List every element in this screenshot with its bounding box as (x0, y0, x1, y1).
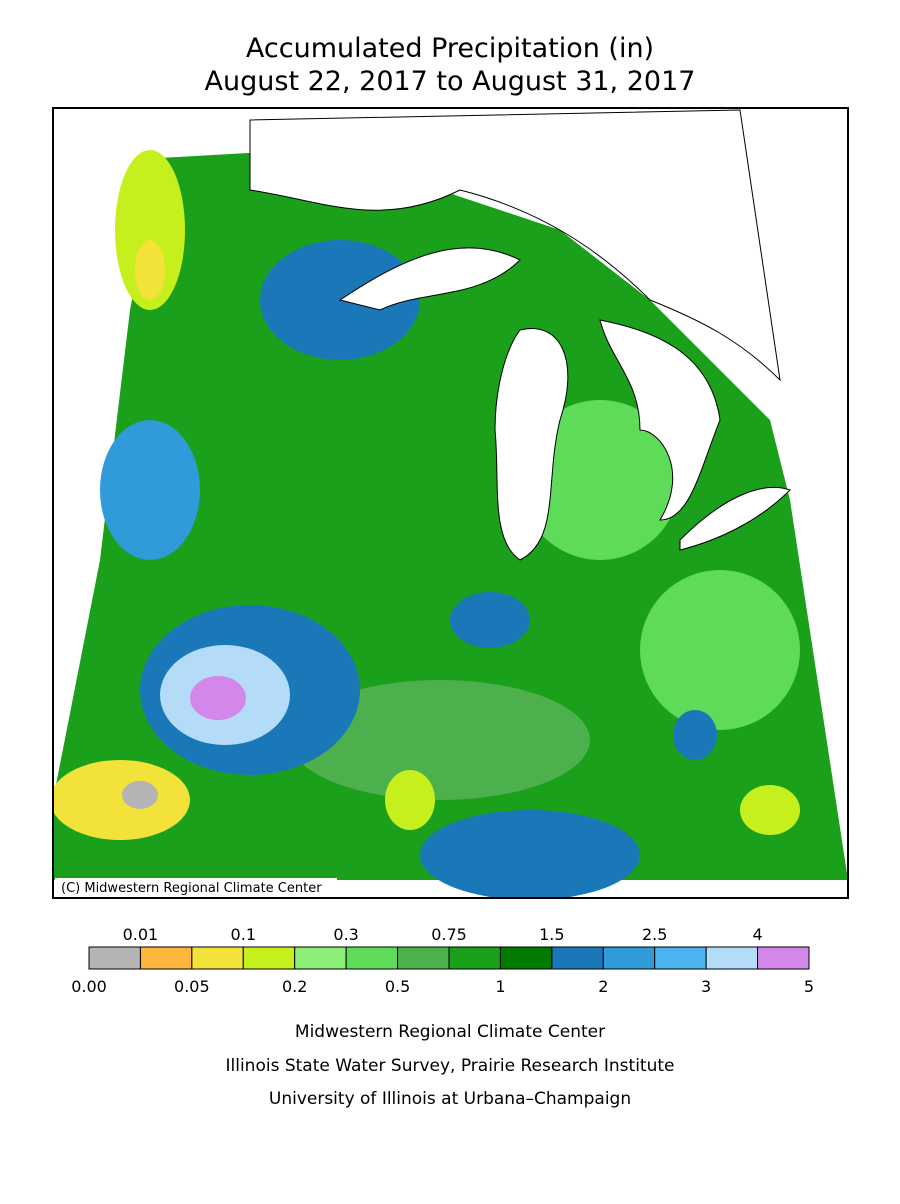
lake (679, 486, 791, 551)
field-blob (290, 680, 590, 800)
legend-label: 0.5 (385, 977, 410, 996)
field-blob (520, 400, 680, 560)
legend: 0.01 0.1 0.3 0.75 1.5 2.5 4 0.00 0.05 0.2 0.5 1 2 3 5 (71, 925, 814, 996)
legend-swatch (139, 946, 193, 970)
credit-line: Illinois State Water Survey, Prairie Res… (226, 1056, 675, 1076)
legend-label: 3 (701, 977, 711, 996)
title-line: Accumulated Precipitation (in) (246, 33, 654, 64)
field-blob (122, 781, 158, 809)
legend-swatch (602, 946, 656, 970)
field-blob (640, 570, 800, 730)
legend-label: 0.05 (174, 977, 210, 996)
legend-label: 1.5 (539, 925, 564, 944)
legend-swatch (397, 946, 450, 970)
legend-swatch (345, 946, 399, 970)
legend-label: 0.2 (282, 977, 307, 996)
legend-swatch (88, 946, 141, 970)
field-blob (53, 760, 190, 840)
legend-swatch (654, 946, 707, 970)
legend-label: 1 (495, 977, 505, 996)
legend-label: 0.1 (231, 925, 256, 944)
map: (C) Midwestern Regional Climate Center (52, 107, 849, 899)
copyright-box (55, 878, 337, 897)
credit-line: Midwestern Regional Climate Center (295, 1022, 605, 1042)
field-blob (135, 240, 165, 300)
legend-label: 0.01 (123, 925, 159, 944)
legend-label: 2.5 (642, 925, 667, 944)
lake (338, 247, 521, 311)
legend-swatch (191, 946, 244, 970)
field-blob (450, 592, 530, 648)
field-blob (420, 810, 640, 898)
field-blob (673, 710, 717, 760)
legend-label: 0.75 (431, 925, 467, 944)
legend-swatch (448, 946, 501, 970)
copyright: (C) Midwestern Regional Climate Center (61, 881, 322, 896)
legend-swatch (757, 946, 810, 970)
title-line: August 22, 2017 to August 31, 2017 (205, 66, 696, 97)
field-blob (385, 770, 435, 830)
legend-label: 2 (598, 977, 608, 996)
field-blob (115, 150, 185, 310)
field-blob (740, 785, 800, 835)
map-frame (52, 107, 849, 899)
lake (494, 328, 569, 561)
legend-label: 0.00 (71, 977, 107, 996)
legend-label: 5 (804, 977, 814, 996)
land (249, 109, 781, 382)
credit-line: University of Illinois at Urbana–Champai… (269, 1089, 631, 1109)
legend-swatch (705, 946, 759, 970)
legend-swatch (242, 946, 296, 970)
field-blob (100, 420, 200, 560)
field-blob (190, 676, 246, 720)
legend-label: 4 (752, 925, 762, 944)
legend-label: 0.3 (333, 925, 358, 944)
legend-swatch (551, 946, 604, 970)
legend-swatch (499, 946, 553, 970)
legend-swatch (294, 946, 347, 970)
lake (599, 319, 721, 521)
